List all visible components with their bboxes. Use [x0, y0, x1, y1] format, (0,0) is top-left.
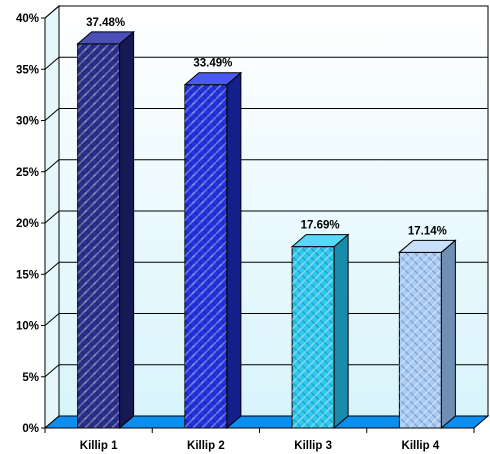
y-axis-ticks: 0% 5% 10% 15% 20% 25% 30% 35% 40%: [16, 13, 45, 435]
bar-side: [119, 30, 135, 430]
y-tick-label: 40%: [16, 13, 39, 25]
bar-4: [398, 239, 457, 430]
bar-side: [226, 71, 242, 430]
x-axis-ticks: Killip 1 Killip 2 Killip 3 Killip 4: [80, 440, 440, 452]
bars: [76, 30, 457, 430]
gridline: [44, 210, 488, 224]
y-tick-label: 15%: [16, 269, 39, 281]
bar-texture: [292, 246, 335, 428]
bar-top: [76, 31, 135, 45]
bar-top: [290, 234, 350, 248]
bar-side: [333, 233, 349, 430]
data-labels: 37.48% 33.49% 17.69% 17.14%: [86, 17, 447, 237]
bar-2: [183, 71, 243, 430]
x-tick-label: Killip 1: [80, 440, 118, 452]
data-label: 17.69%: [301, 220, 340, 232]
y-tick-label: 25%: [16, 167, 39, 179]
data-label: 37.48%: [86, 17, 125, 29]
y-tick-label: 20%: [16, 218, 39, 230]
gridline: [44, 56, 488, 70]
x-tick-label: Killip 2: [187, 440, 225, 452]
bar-top: [398, 239, 457, 253]
data-label: 17.14%: [408, 225, 447, 237]
bar-texture: [77, 43, 120, 428]
y-tick-label: 5%: [22, 372, 39, 384]
bar-texture: [399, 252, 442, 428]
gridline: [44, 108, 488, 121]
gridline: [44, 159, 488, 173]
y-tick-label: 35%: [16, 64, 39, 76]
bar-side: [440, 239, 456, 430]
data-label: 33.49%: [193, 58, 232, 70]
x-tick-label: Killip 4: [402, 440, 440, 452]
bar-texture: [184, 84, 227, 428]
gridline: [44, 5, 488, 19]
y-tick-label: 10%: [16, 321, 39, 333]
y-tick-label: 0%: [22, 423, 39, 435]
bar-top: [183, 72, 243, 86]
y-tick-label: 30%: [16, 116, 39, 128]
bar-1: [76, 30, 135, 430]
bar-3: [290, 233, 350, 430]
x-tick-label: Killip 3: [294, 440, 332, 452]
